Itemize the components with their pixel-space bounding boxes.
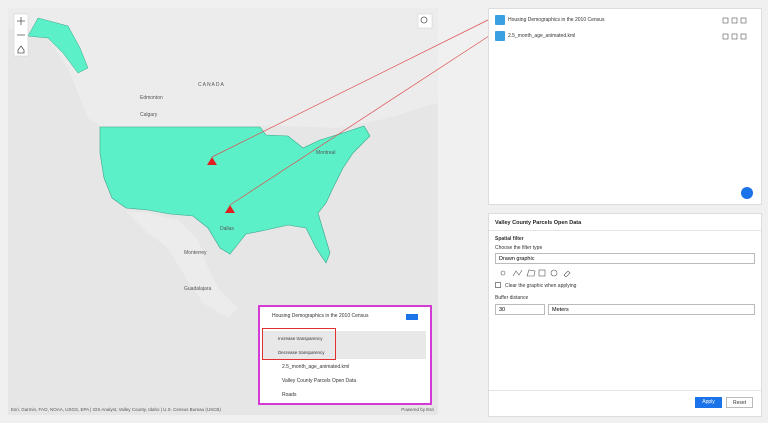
attribution: Esri, Garmin, FAO, NOAA, USGS, EPA | GIS… [11,407,221,412]
layer-list: Housing Demographics in the 2010 Census … [258,305,432,405]
zoom-icons [17,17,25,54]
layer-title[interactable]: Roads [282,392,297,398]
field-label: Choose the filter type [495,245,543,251]
layer-icon [495,31,505,41]
map[interactable]: CANADA Edmonton Calgary Montreal Dallas … [8,8,438,415]
us-polygons [99,125,371,264]
layer-icon [495,15,505,25]
map-label: CANADA [198,82,225,88]
filter-type-select[interactable]: Drawn graphic [495,253,755,264]
map-label: Montreal [316,150,336,156]
layer-title[interactable]: Valley County Parcels Open Data [282,378,357,384]
draw-tools[interactable] [499,268,579,278]
map-label: Guadalajara [184,286,212,292]
filter-panel: Valley County Parcels Open Data Spatial … [488,213,762,417]
divider [489,230,761,231]
canada-land [8,8,438,128]
reset-button[interactable]: Reset [726,397,753,408]
map-label: Calgary [140,112,158,118]
checkbox-label: Clear the graphic when applying [505,283,577,289]
layer-actions [262,331,426,359]
layer-item[interactable]: 2.5_month_age_animated.kml [508,33,576,39]
add-button[interactable] [741,187,753,199]
marker-triangle [207,157,217,165]
action[interactable]: Increase transparency [278,336,323,341]
checkbox[interactable] [495,282,501,288]
map-label: Monterrey [184,250,207,256]
map-label: Dallas [220,226,234,232]
layers-panel: Housing Demographics in the 2010 Census … [488,8,762,205]
options-button[interactable] [406,314,418,320]
item-tools[interactable] [721,15,757,43]
apply-button[interactable]: Apply [695,397,722,408]
marker-triangle [225,205,235,213]
unit-select[interactable]: Meters [548,304,755,315]
section-title: Spatial filter [495,236,524,242]
layer-title[interactable]: 2.5_month_age_animated.kml [282,364,350,370]
buffer-input[interactable]: 30 [495,304,545,315]
alaska-polygon [27,17,89,74]
powered-by: Powered by Esri [401,407,434,412]
action[interactable]: Decrease transparency [278,350,325,355]
map-label: Edmonton [140,95,163,101]
panel-title: Valley County Parcels Open Data [495,220,582,226]
layer-item[interactable]: Housing Demographics in the 2010 Census [508,17,605,23]
highlight-box [262,328,336,360]
layer-title[interactable]: Housing Demographics in the 2010 Census [272,313,369,319]
divider [489,390,761,391]
search-button[interactable] [417,13,433,29]
mexico-land [126,211,238,318]
field-label: Buffer distance [495,295,529,301]
